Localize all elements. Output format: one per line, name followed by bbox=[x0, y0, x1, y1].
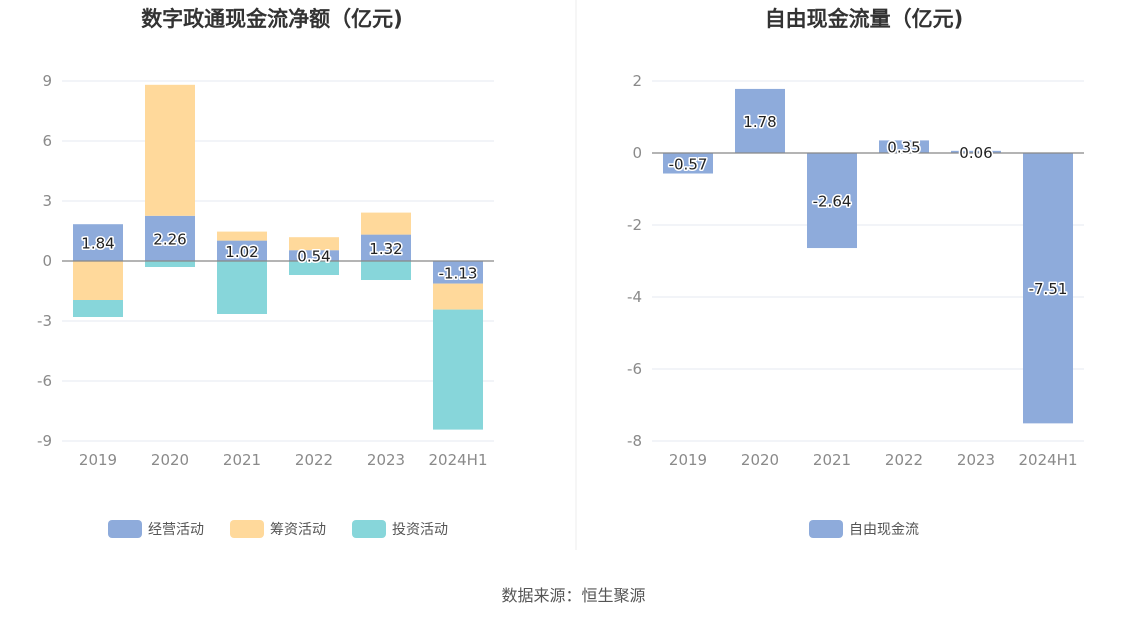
fcf-bar bbox=[879, 140, 929, 153]
cashflow-legend-label: 经营活动 bbox=[148, 522, 204, 538]
fcf-legend-item[interactable]: 自由现金流 bbox=[809, 520, 919, 538]
cashflow-bar-operating bbox=[289, 250, 339, 261]
fcf-bar bbox=[735, 88, 785, 153]
cashflow-y-tick-label: -3 bbox=[37, 312, 52, 330]
cashflow-data-label: 0.54 bbox=[297, 248, 330, 266]
fcf-x-tick-label: 2024H1 bbox=[1019, 451, 1078, 469]
cashflow-legend-item[interactable]: 经营活动 bbox=[108, 520, 204, 538]
fcf-y-tick-label: 2 bbox=[632, 72, 642, 90]
cashflow-data-label: 1.32 bbox=[369, 240, 402, 258]
free-cashflow-chart: 自由现金流量（亿元) -8 -6 -4 -2 0 2 -0.57 1.78 -2.64 0.35 0.… bbox=[627, 7, 1084, 538]
cashflow-bar-financing bbox=[73, 261, 123, 300]
cashflow-bar-investing bbox=[361, 261, 411, 280]
fcf-y-tick-label: -4 bbox=[627, 288, 642, 306]
cashflow-x-tick-label: 2020 bbox=[151, 451, 189, 469]
cashflow-x-tick-label: 2022 bbox=[295, 451, 333, 469]
cashflow-legend-item[interactable]: 筹资活动 bbox=[230, 520, 326, 538]
fcf-y-tick-label: -8 bbox=[627, 432, 642, 450]
fcf-x-tick-label: 2021 bbox=[813, 451, 851, 469]
cashflow-bar-financing bbox=[145, 84, 195, 216]
fcf-bar bbox=[807, 153, 857, 249]
fcf-x-tick-label: 2020 bbox=[741, 451, 779, 469]
cashflow-bar-investing bbox=[73, 300, 123, 317]
fcf-x-tick-label: 2019 bbox=[669, 451, 707, 469]
fcf-bar bbox=[1023, 153, 1073, 424]
fcf-y-tick-label: -2 bbox=[627, 216, 642, 234]
cashflow-legend-item[interactable]: 投资活动 bbox=[352, 520, 448, 538]
cashflow-y-tick-label: 0 bbox=[42, 252, 52, 270]
data-source: 数据来源：恒生聚源 bbox=[501, 586, 646, 605]
cashflow-legend-swatch bbox=[230, 520, 264, 538]
cashflow-legend-swatch bbox=[352, 520, 386, 538]
fcf-data-label: 0.35 bbox=[887, 139, 920, 157]
cashflow-bar-operating bbox=[217, 240, 267, 261]
cashflow-x-tick-label: 2019 bbox=[79, 451, 117, 469]
fcf-x-tick-label: 2023 bbox=[957, 451, 995, 469]
cashflow-y-tick-label: -6 bbox=[37, 372, 52, 390]
cashflow-bar-operating bbox=[433, 261, 483, 284]
cashflow-bar-investing bbox=[145, 261, 195, 267]
fcf-legend-label: 自由现金流 bbox=[849, 522, 919, 538]
fcf-data-label: -2.64 bbox=[813, 193, 852, 211]
fcf-legend-swatch bbox=[809, 520, 843, 538]
fcf-bar bbox=[663, 153, 713, 174]
cashflow-legend-label: 筹资活动 bbox=[270, 521, 326, 538]
cashflow-bar-financing bbox=[361, 212, 411, 235]
fcf-x-tick-label: 2022 bbox=[885, 451, 923, 469]
fcf-data-label: 1.78 bbox=[743, 113, 776, 131]
fcf-y-tick-label: -6 bbox=[627, 360, 642, 378]
cashflow-chart: 数字政通现金流净额（亿元) -9 -6 -3 0 3 6 9 1.84 2.26 1.02 0.54 1… bbox=[37, 7, 494, 538]
cashflow-data-label: 1.84 bbox=[81, 235, 114, 253]
fcf-title: 自由现金流量（亿元) bbox=[765, 7, 964, 31]
cashflow-bar-investing bbox=[433, 309, 483, 430]
cashflow-x-tick-label: 2024H1 bbox=[429, 451, 488, 469]
cashflow-x-tick-label: 2023 bbox=[367, 451, 405, 469]
cashflow-bar-investing bbox=[289, 261, 339, 275]
cashflow-y-tick-label: -9 bbox=[37, 432, 52, 450]
cashflow-bar-investing bbox=[217, 261, 267, 314]
cashflow-bar-financing bbox=[289, 237, 339, 251]
cashflow-bar-financing bbox=[217, 231, 267, 241]
cashflow-legend-label: 投资活动 bbox=[392, 522, 448, 538]
fcf-data-label: 0.06 bbox=[959, 144, 992, 162]
cashflow-bar-operating bbox=[361, 234, 411, 261]
cashflow-data-label: 1.02 bbox=[225, 243, 258, 261]
cashflow-title: 数字政通现金流净额（亿元) bbox=[141, 7, 403, 31]
cashflow-legend-swatch bbox=[108, 520, 142, 538]
fcf-data-label: -0.57 bbox=[669, 155, 708, 173]
cashflow-y-tick-label: 9 bbox=[42, 72, 52, 90]
cashflow-data-label: 2.26 bbox=[153, 230, 186, 248]
cashflow-bar-operating bbox=[145, 215, 195, 261]
cashflow-bar-financing bbox=[433, 283, 483, 310]
fcf-bar bbox=[951, 150, 1001, 153]
cashflow-y-tick-label: 6 bbox=[42, 132, 52, 150]
cashflow-data-label: -1.13 bbox=[439, 264, 478, 282]
cashflow-y-tick-label: 3 bbox=[42, 192, 52, 210]
cashflow-bar-operating bbox=[73, 224, 123, 261]
fcf-y-tick-label: 0 bbox=[632, 144, 642, 162]
cashflow-x-tick-label: 2021 bbox=[223, 451, 261, 469]
fcf-data-label: -7.51 bbox=[1029, 280, 1068, 298]
